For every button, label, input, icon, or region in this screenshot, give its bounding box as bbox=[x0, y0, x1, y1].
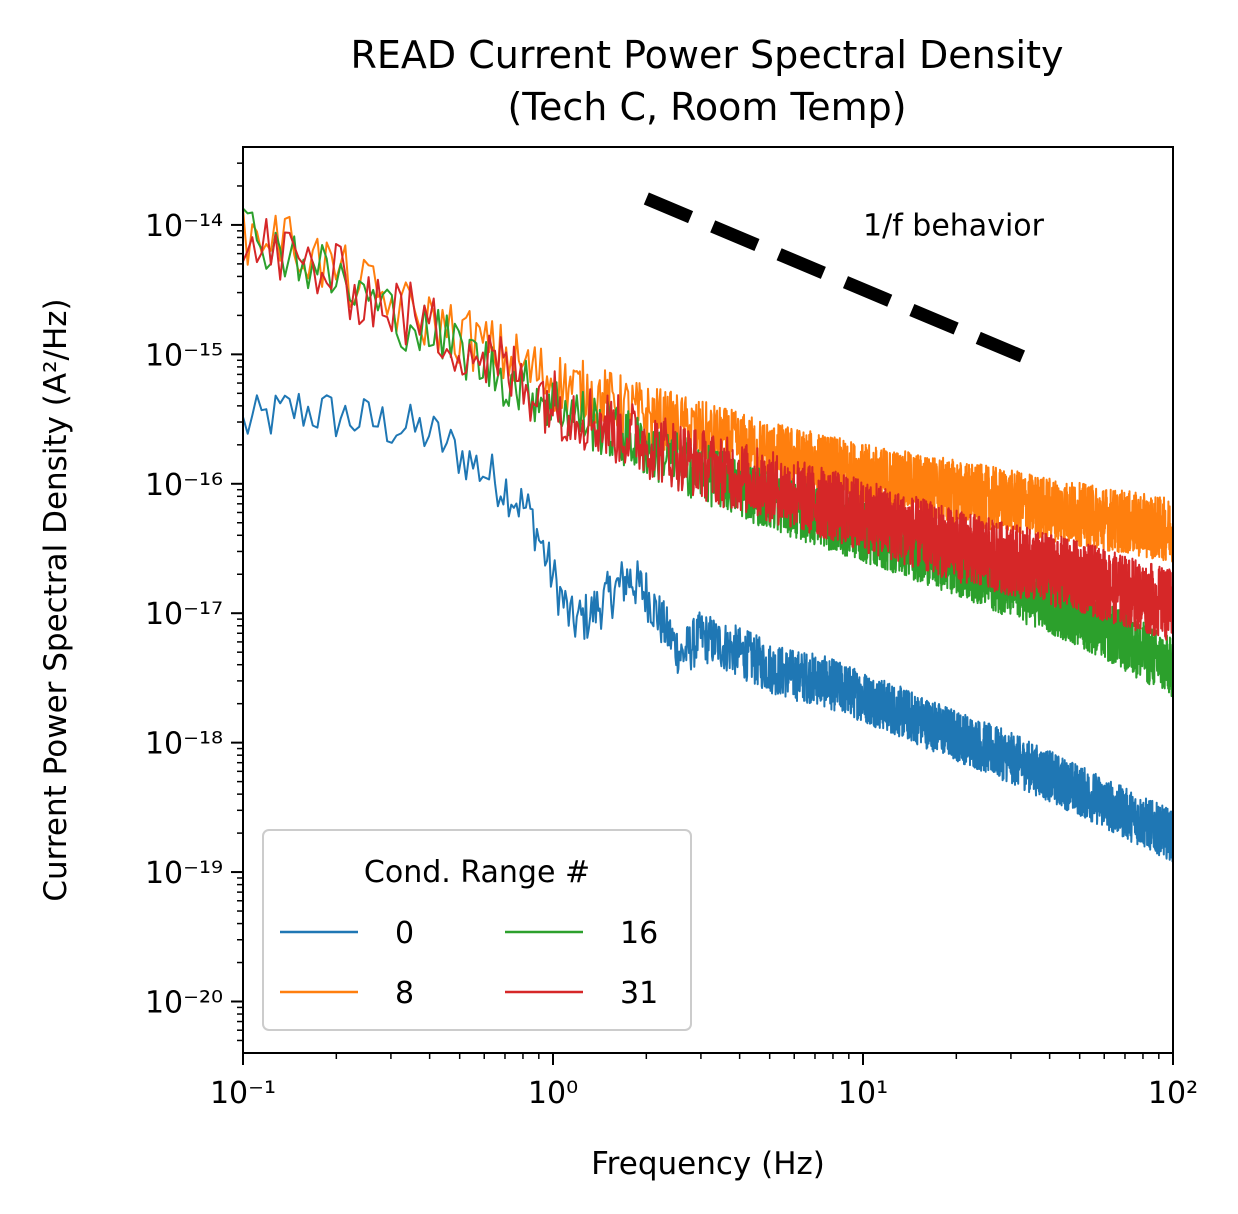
legend: Cond. Range # 0 8 16 31 bbox=[262, 829, 692, 1031]
y-tick-label: 10⁻¹⁷ bbox=[145, 597, 223, 632]
y-axis-label: Current Power Spectral Density (A²/Hz) bbox=[38, 298, 74, 901]
series-line-8 bbox=[243, 208, 1173, 564]
plot-frame bbox=[242, 146, 1174, 1054]
x-tick-label: 10⁻¹ bbox=[210, 1076, 276, 1111]
legend-label-16: 16 bbox=[620, 916, 658, 951]
legend-label-31: 31 bbox=[620, 976, 658, 1011]
series-layer bbox=[243, 207, 1173, 863]
series-line-0 bbox=[243, 392, 1173, 863]
y-tick-label: 10⁻²⁰ bbox=[145, 985, 223, 1020]
y-tick-label: 10⁻¹⁸ bbox=[145, 727, 223, 762]
y-tick-label: 10⁻¹⁶ bbox=[145, 468, 223, 503]
x-axis: 10⁻¹ 10⁰ 10¹ 10² bbox=[210, 1053, 1198, 1111]
chart-title-line-1: READ Current Power Spectral Density bbox=[351, 33, 1064, 77]
legend-label-0: 0 bbox=[395, 916, 414, 951]
legend-title: Cond. Range # bbox=[364, 855, 590, 890]
x-tick-label: 10² bbox=[1148, 1076, 1198, 1111]
x-tick-label: 10¹ bbox=[838, 1076, 888, 1111]
legend-box bbox=[262, 829, 692, 1031]
legend-label-8: 8 bbox=[395, 976, 414, 1011]
x-tick-label: 10⁰ bbox=[528, 1076, 578, 1111]
series-line-31 bbox=[243, 218, 1173, 641]
y-tick-label: 10⁻¹⁴ bbox=[145, 209, 223, 244]
chart-title-line-2: (Tech C, Room Temp) bbox=[507, 85, 906, 129]
y-tick-label: 10⁻¹⁵ bbox=[145, 338, 223, 373]
y-tick-label: 10⁻¹⁹ bbox=[145, 856, 223, 891]
legend-entries: 0 8 16 31 bbox=[280, 916, 658, 1011]
x-axis-label: Frequency (Hz) bbox=[591, 1146, 825, 1182]
y-axis: 10⁻¹⁴ 10⁻¹⁵ 10⁻¹⁶ 10⁻¹⁷ 10⁻¹⁸ 10⁻¹⁹ 10⁻²⁰ bbox=[145, 162, 243, 1042]
annotation-layer: 1/f behavior bbox=[643, 192, 1045, 367]
annotation-label: 1/f behavior bbox=[863, 208, 1045, 243]
